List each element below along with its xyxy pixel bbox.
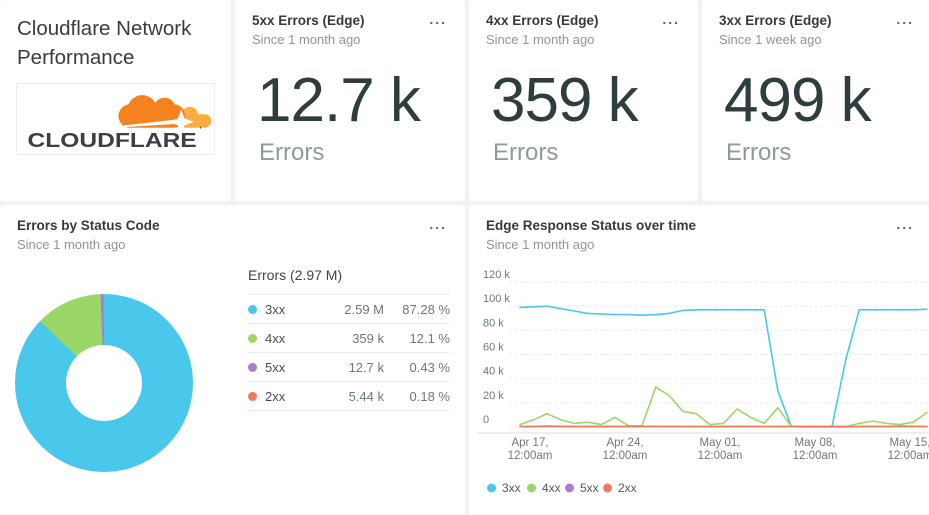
series-color-dot-icon: [248, 391, 257, 401]
cloudflare-logo: CLOUDFLARE ': [16, 83, 215, 155]
series-percent: 87.28 %: [402, 301, 450, 317]
kpi-unit-label: Errors: [259, 139, 325, 166]
legend-item-2xx[interactable]: 2xx: [618, 481, 637, 495]
card-subtitle: Since 1 month ago: [486, 32, 595, 47]
ellipsis-menu-icon[interactable]: ...: [896, 11, 914, 27]
x-axis-tick-label: 12:00am: [793, 450, 838, 462]
donut-chart: [15, 294, 193, 472]
y-axis-tick-label: 40 k: [483, 366, 504, 378]
series-percent: 12.1 %: [409, 330, 450, 346]
donut-legend-table-body: 3xx 2.59 M 87.28 % 4xx 359 k 12.1 % 5xx 12.7 k 0…: [248, 294, 450, 411]
legend-dot-icon-4xx[interactable]: [527, 483, 536, 493]
y-axis-tick-label: 60 k: [483, 342, 504, 354]
series-percent: 0.18 %: [409, 388, 450, 404]
ellipsis-menu-icon[interactable]: ...: [896, 216, 914, 232]
x-axis-tick-label: Apr 17,: [511, 437, 548, 449]
x-axis-tick-label: Apr 24,: [606, 437, 643, 449]
donut-legend-row-2xx[interactable]: 2xx 5.44 k 0.18 %: [248, 381, 450, 411]
kpi-card-3xx-errors: 3xx Errors (Edge) Since 1 week ago ... 4…: [702, 0, 929, 201]
series-value: 12.7 k: [348, 359, 384, 375]
series-line-3xx: [519, 305, 928, 428]
legend-item-3xx[interactable]: 3xx: [502, 481, 521, 495]
series-value: 359 k: [352, 330, 384, 346]
logo-swoosh-shape: [123, 119, 177, 128]
series-value: 5.44 k: [348, 388, 384, 404]
legend-dot-icon-5xx[interactable]: [565, 483, 574, 493]
series-label: 2xx: [265, 388, 286, 404]
ellipsis-menu-icon[interactable]: ...: [429, 216, 447, 232]
legend-dot-icon-2xx[interactable]: [603, 483, 612, 493]
edge-response-status-card: Edge Response Status over time Since 1 m…: [469, 205, 929, 515]
y-axis-tick-label: 80 k: [483, 317, 504, 329]
series-color-dot-icon: [248, 362, 257, 372]
card-subtitle: Since 1 month ago: [17, 237, 126, 252]
card-title: 3xx Errors (Edge): [719, 13, 832, 28]
y-axis-tick-label: 0: [483, 414, 489, 426]
x-axis-tick-label: 12:00am: [603, 450, 648, 462]
series-color-dot-icon: [248, 304, 257, 314]
card-subtitle: Since 1 month ago: [486, 237, 595, 252]
legend-dot-icon-3xx[interactable]: [487, 483, 496, 493]
cloudflare-logo-image: CLOUDFLARE ': [28, 95, 212, 152]
kpi-value: 12.7 k: [257, 66, 421, 135]
card-subtitle: Since 1 week ago: [719, 32, 822, 47]
kpi-card-5xx-errors: 5xx Errors (Edge) Since 1 month ago ... …: [235, 0, 465, 201]
kpi-unit-label: Errors: [726, 139, 792, 166]
kpi-card-4xx-errors: 4xx Errors (Edge) Since 1 month ago ... …: [469, 0, 698, 201]
logo-trademark-tick: ': [200, 126, 202, 137]
donut-table-header: Errors (2.97 M): [248, 267, 343, 283]
brand-card: Cloudflare Network Performance CLOUDFLAR…: [0, 0, 231, 201]
donut-legend-row-4xx[interactable]: 4xx 359 k 12.1 %: [248, 323, 450, 352]
y-axis-tick-label: 100 k: [483, 293, 510, 305]
x-axis-tick-label: May 15,: [890, 437, 929, 449]
ellipsis-menu-icon[interactable]: ...: [662, 11, 680, 27]
logo-star-icon: [168, 109, 194, 135]
card-title: Errors by Status Code: [17, 218, 160, 233]
x-axis-tick-label: May 08,: [795, 437, 836, 449]
donut-hole: [66, 345, 142, 421]
x-axis-tick-label: 12:00am: [508, 450, 553, 462]
series-label: 5xx: [265, 359, 286, 375]
kpi-value: 359 k: [491, 66, 639, 135]
kpi-value: 499 k: [724, 66, 872, 135]
series-percent: 0.43 %: [409, 359, 450, 375]
y-axis-tick-label: 120 k: [483, 269, 510, 281]
series-line-2xx: [519, 425, 928, 428]
series-label: 4xx: [265, 330, 286, 346]
legend-item-5xx[interactable]: 5xx: [580, 481, 599, 495]
card-title: 4xx Errors (Edge): [486, 13, 599, 28]
series-label: 3xx: [265, 301, 286, 317]
legend-item-4xx[interactable]: 4xx: [542, 481, 561, 495]
donut-legend-table: Errors (2.97 M) 3xx 2.59 M 87.28 % 4xx 359 k…: [248, 267, 450, 411]
card-title: Edge Response Status over time: [486, 218, 697, 233]
x-axis-tick-label: May 01,: [700, 437, 741, 449]
cloudflare-wordmark: CLOUDFLARE: [28, 130, 197, 152]
series-color-dot-icon: [248, 333, 257, 343]
ellipsis-menu-icon[interactable]: ...: [429, 11, 447, 27]
series-line-4xx: [519, 386, 928, 428]
y-axis-tick-label: 20 k: [483, 390, 504, 402]
errors-by-status-code-card: Errors by Status Code Since 1 month ago …: [0, 205, 465, 515]
series-value: 2.59 M: [344, 301, 384, 317]
x-axis-tick-label: 12:00am: [698, 450, 743, 462]
kpi-unit-label: Errors: [493, 139, 559, 166]
donut-legend-row-3xx[interactable]: 3xx 2.59 M 87.28 %: [248, 294, 450, 323]
card-subtitle: Since 1 month ago: [252, 32, 361, 47]
x-axis-tick-label: 12:00am: [888, 450, 929, 462]
card-title: 5xx Errors (Edge): [252, 13, 365, 28]
dashboard-title: Cloudflare Network Performance: [17, 17, 192, 69]
donut-legend-row-5xx[interactable]: 5xx 12.7 k 0.43 %: [248, 352, 450, 381]
